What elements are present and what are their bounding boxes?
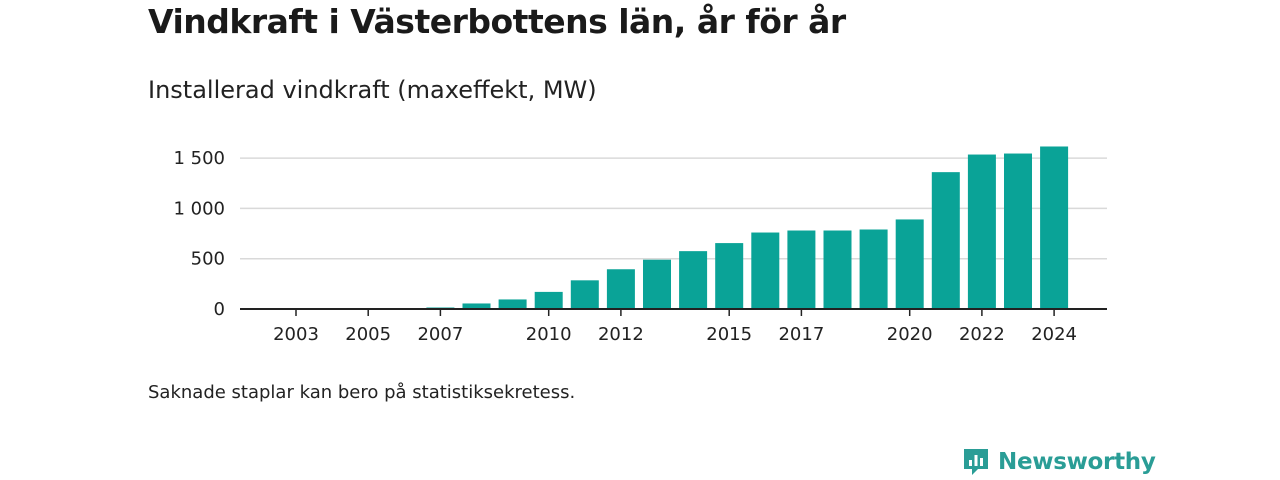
bar (679, 251, 708, 309)
x-tick-label: 2003 (273, 324, 319, 345)
bar-chart: 0 500 1 000 1 500 2003 2005 2007 2010 2012 2015 20… (173, 146, 1107, 345)
bar (1040, 146, 1069, 309)
x-tick-label: 2007 (417, 324, 463, 345)
x-tick-label: 2017 (778, 324, 824, 345)
bar (823, 230, 852, 309)
x-tick-label: 2022 (959, 324, 1005, 345)
newsworthy-logo-icon (964, 449, 988, 475)
bar (895, 219, 924, 309)
bar (643, 259, 671, 309)
y-tick-label: 0 (214, 299, 225, 320)
bar (931, 172, 960, 309)
chart-title: Vindkraft i Västerbottens län, år för år (148, 2, 846, 41)
bar (462, 303, 491, 309)
chart-subtitle: Installerad vindkraft (maxeffekt, MW) (148, 76, 597, 104)
bar (967, 154, 996, 309)
bar (1004, 153, 1032, 309)
bar (534, 291, 563, 309)
x-tick-label: 2024 (1031, 324, 1077, 345)
x-tick-label: 2020 (887, 324, 933, 345)
y-tick-label: 500 (191, 249, 225, 270)
newsworthy-brand[interactable]: Newsworthy (962, 446, 1156, 478)
bar (859, 229, 888, 309)
bar (570, 280, 599, 309)
x-tick-label: 2012 (598, 324, 644, 345)
bar (787, 230, 816, 309)
bar (715, 243, 744, 309)
bar (751, 232, 780, 309)
y-tick-label: 1 000 (173, 198, 225, 219)
x-tick-label: 2015 (706, 324, 752, 345)
bar (606, 269, 635, 309)
brand-name: Newsworthy (998, 449, 1156, 475)
x-tick-label: 2005 (345, 324, 391, 345)
x-tick-label: 2010 (526, 324, 572, 345)
bar (498, 299, 527, 309)
chart-note: Saknade staplar kan bero på statistiksek… (148, 382, 576, 403)
y-tick-label: 1 500 (173, 148, 225, 169)
